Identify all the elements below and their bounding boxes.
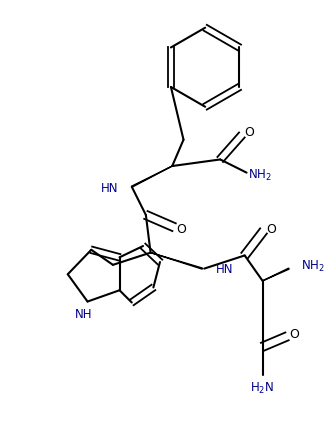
Text: HN: HN xyxy=(101,182,119,195)
Text: NH: NH xyxy=(75,308,93,321)
Polygon shape xyxy=(132,166,172,187)
Text: O: O xyxy=(177,223,187,236)
Polygon shape xyxy=(263,268,289,281)
Text: HN: HN xyxy=(215,263,233,276)
Text: H$_2$N: H$_2$N xyxy=(251,381,275,396)
Text: NH$_2$: NH$_2$ xyxy=(301,259,325,274)
Polygon shape xyxy=(150,253,202,269)
Text: O: O xyxy=(266,223,276,236)
Text: O: O xyxy=(244,126,254,139)
Text: O: O xyxy=(290,328,300,341)
Text: NH$_2$: NH$_2$ xyxy=(248,168,272,183)
